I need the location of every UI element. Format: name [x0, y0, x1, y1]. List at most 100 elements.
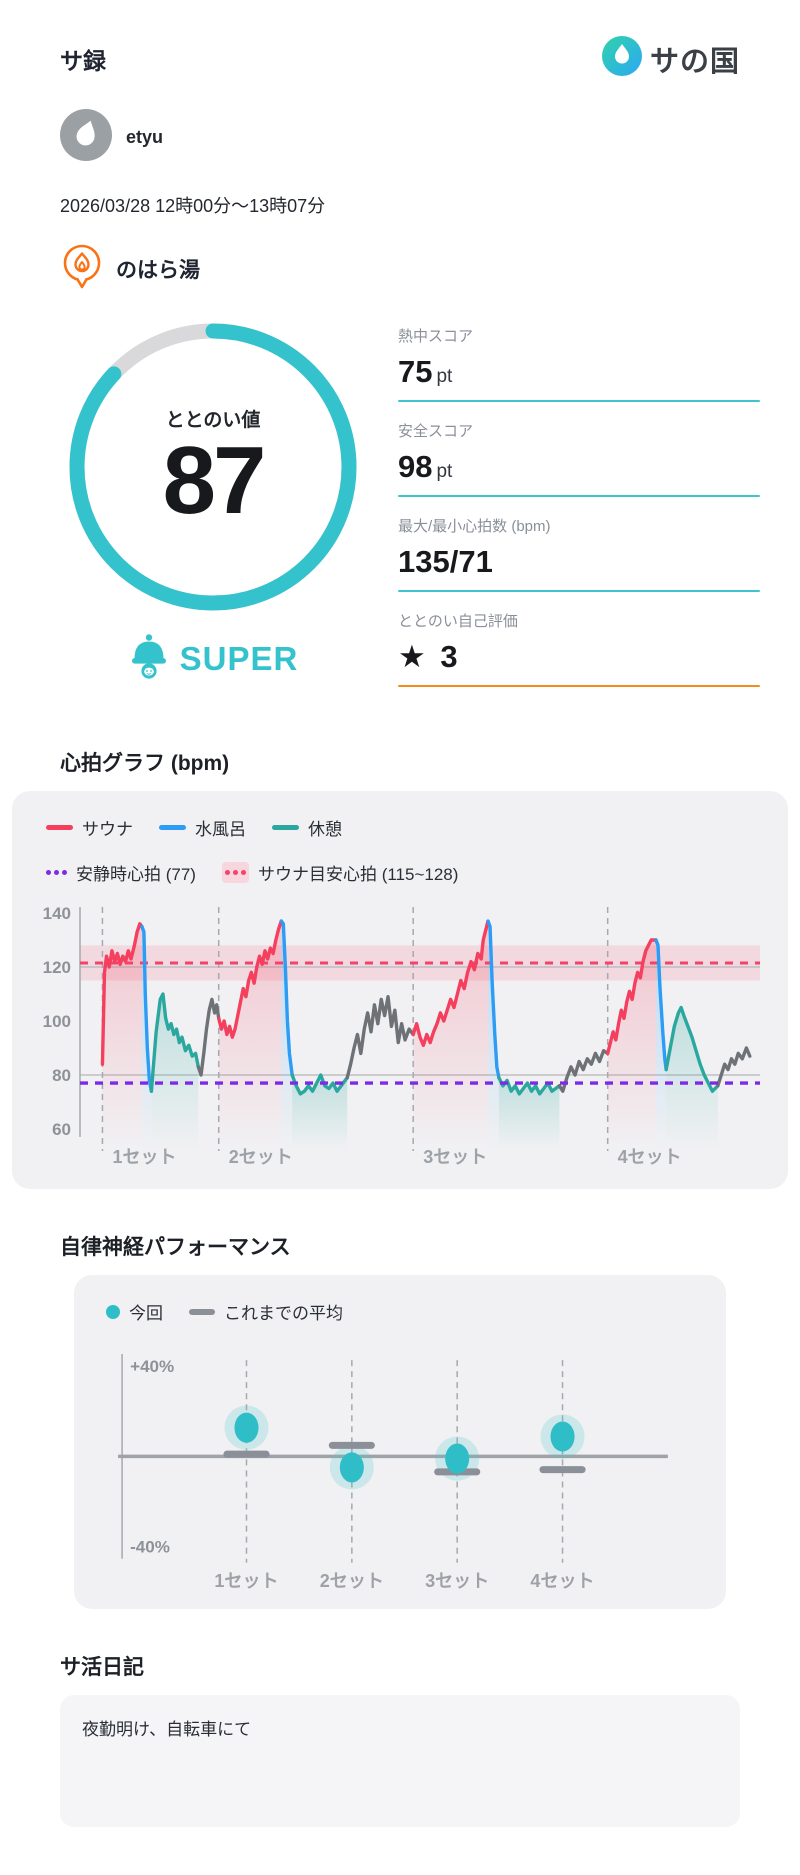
stat-label: 最大/最小心拍数 (bpm) — [398, 518, 551, 535]
stat-underline-orange — [398, 685, 760, 687]
brand-logo: サの国 — [601, 36, 740, 81]
ans-chart-title: 自律神経パフォーマンス — [60, 1236, 291, 1259]
y-tick-label: 100 — [43, 1012, 71, 1031]
hr-line-bath — [486, 919, 501, 1080]
set-label: 2セット — [229, 1147, 293, 1167]
stat-underline — [398, 495, 760, 497]
legend-label: 安静時心拍 (77) — [76, 865, 196, 884]
diary-title: サ活日記 — [60, 1655, 144, 1679]
legend-label: サウナ — [82, 820, 133, 839]
stat-label: ととのい自己評価 — [398, 613, 518, 630]
average-dash-swatch — [189, 1308, 215, 1315]
phase-fill-bath — [655, 940, 667, 1151]
stat-safety-score: 安全スコア 98 pt — [398, 420, 760, 497]
stat-value: 75 — [398, 354, 433, 389]
legend-label: 水風呂 — [195, 820, 246, 839]
legend-item-rest: 休憩 — [272, 815, 342, 840]
stat-max-min-hr: 最大/最小心拍数 (bpm) 135/71 — [398, 515, 760, 592]
legend-item-bath: 水風呂 — [159, 815, 246, 840]
phase-fill-sauna — [607, 940, 656, 1151]
stat-unit: pt — [436, 366, 453, 387]
phase-fill-rest — [666, 1007, 718, 1151]
average-bar — [539, 1466, 586, 1474]
hr-line-sauna — [411, 919, 490, 1048]
phase-fill-sauna — [413, 921, 488, 1151]
hr-line-bath — [279, 919, 294, 1077]
legend-item-current: 今回 — [106, 1299, 163, 1324]
y-tick-label: 80 — [52, 1066, 71, 1085]
water-drop-logo-icon — [601, 36, 642, 81]
current-dot — [550, 1421, 575, 1452]
legend-item-sauna: サウナ — [46, 815, 133, 840]
legend-item-target-hr: サウナ目安心拍 (115~128) — [221, 860, 459, 885]
sauna-line-swatch — [46, 825, 73, 830]
hr-line-rest — [664, 1005, 720, 1093]
hr-line-sauna — [100, 922, 144, 1066]
user-name: etyu — [126, 127, 164, 147]
phase-fill-rest — [498, 1077, 560, 1151]
stat-unit: pt — [436, 461, 453, 482]
gauge-ring-progress — [69, 323, 357, 611]
average-bar — [328, 1441, 375, 1449]
ans-chart-legend: 今回 これまでの平均 — [106, 1299, 704, 1324]
legend-label: サウナ目安心拍 (115~128) — [257, 865, 459, 884]
hr-chart-svg: 140 120 100 80 60 1セット 2セット 3セット 4セット — [43, 904, 760, 1167]
user-row: etyu — [60, 109, 740, 166]
stat-underline — [398, 400, 760, 402]
page-title: サ録 — [60, 47, 106, 74]
hr-chart: 140 120 100 80 60 1セット 2セット 3セット 4セット — [32, 895, 768, 1171]
y-tick-label: 60 — [52, 1120, 71, 1139]
average-bar — [223, 1450, 270, 1458]
hr-line-walk — [716, 1046, 752, 1088]
stats-column: 熱中スコア 75 pt 安全スコア 98 pt 最大/最小心拍数 (bpm) 135… — [398, 317, 760, 705]
diary-text-box: 夜勤明け、自転車にて — [60, 1694, 740, 1827]
stat-label: 安全スコア — [398, 423, 474, 440]
legend-label: これまでの平均 — [224, 1304, 343, 1323]
hr-line-walk — [345, 994, 415, 1080]
y-tick-label: 120 — [43, 958, 71, 977]
hr-chart-title: 心拍グラフ (bpm) — [60, 752, 230, 775]
header: サ録 サの国 — [60, 36, 740, 81]
gauge-center: ととのい値 87 — [63, 317, 363, 617]
rest-line-swatch — [272, 825, 299, 830]
totonoi-gauge: ととのい値 87 — [63, 317, 363, 617]
hr-line-rest — [497, 1075, 562, 1096]
set-label: 2セット — [320, 1571, 384, 1591]
brand-logo-text: サの国 — [649, 45, 740, 78]
rating-label: SUPER — [179, 639, 299, 677]
set-label: 3セット — [423, 1147, 487, 1167]
avatar — [60, 109, 112, 166]
stat-value: 135/71 — [398, 544, 493, 579]
phase-fill-rest — [151, 994, 199, 1151]
set-label: 1セット — [214, 1571, 278, 1591]
gauge-value: 87 — [162, 426, 267, 534]
ans-chart: +40% -40% 1セット 2セット 3セット 4セット — [96, 1340, 704, 1593]
legend-item-resting-hr: 安静時心拍 (77) — [46, 860, 196, 885]
rating-row: SUPER — [128, 633, 299, 684]
stat-self-rating: ととのい自己評価 ★ 3 — [398, 610, 760, 687]
hr-line-walk — [196, 997, 221, 1077]
set-label: 4セット — [618, 1147, 682, 1167]
stat-value: 98 — [398, 449, 433, 484]
target-hr-band-swatch — [221, 862, 249, 883]
hr-line-sauna — [605, 938, 658, 1056]
current-dot — [234, 1412, 259, 1443]
legend-label: 今回 — [129, 1304, 163, 1323]
y-tick-label: 140 — [43, 904, 71, 923]
hr-chart-legend: サウナ 水風呂 休憩 安静時心拍 (77) サウナ目安心拍 (115~128) — [46, 815, 768, 885]
resting-hr-dots-swatch — [46, 870, 67, 875]
hr-line-bath — [140, 924, 154, 1093]
phase-fill-sauna — [102, 923, 142, 1151]
hr-line-sauna — [217, 919, 283, 1039]
hr-chart-panel: サウナ 水風呂 休憩 安静時心拍 (77) サウナ目安心拍 (115~128) … — [12, 791, 788, 1189]
set-label: 4セット — [530, 1571, 594, 1591]
legend-label: 休憩 — [308, 820, 342, 839]
summary-area: ととのい値 87 — [28, 317, 760, 705]
ans-chart-panel: 今回 これまでの平均 +40% -40% 1セット 2セット 3セット 4セット — [74, 1275, 726, 1609]
legend-item-average: これまでの平均 — [189, 1299, 343, 1324]
venue-row: のはら湯 — [60, 242, 740, 295]
hr-line-rest — [149, 992, 201, 1093]
gauge-label: ととのい値 — [165, 409, 261, 431]
session-datetime: 2026/03/28 12時00分〜13時07分 — [60, 196, 326, 216]
